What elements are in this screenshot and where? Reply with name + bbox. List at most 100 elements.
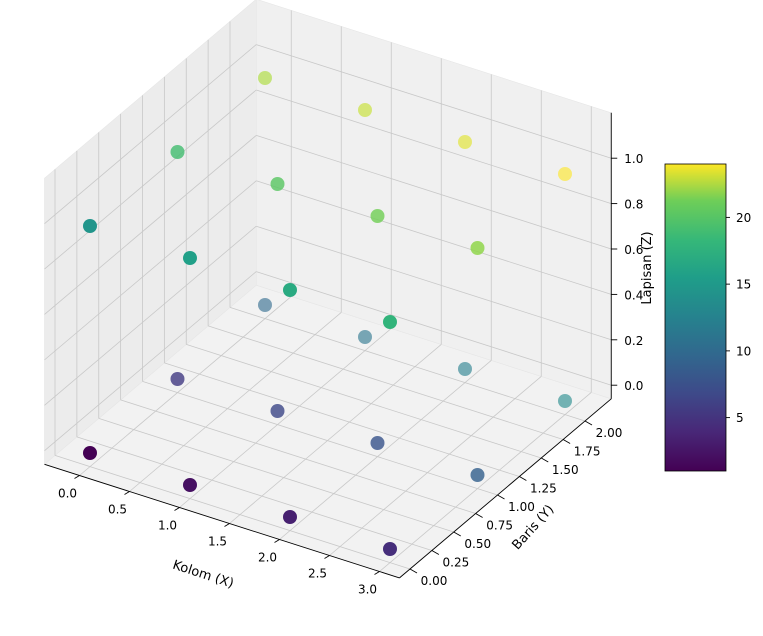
y-tick-label: 1.50 — [552, 463, 579, 477]
x-tick-mark — [274, 539, 280, 543]
scatter-point — [270, 404, 285, 418]
z-tick-label: 0.8 — [624, 198, 643, 212]
x-tick-label: 1.0 — [158, 519, 177, 533]
scatter-point — [83, 219, 97, 233]
z-tick-label: 0.4 — [624, 288, 643, 302]
tick-marks: 0.0 0.5 1.0 1.5 2.0 2.5 3.0 0.00 0.25 0.50 0.75 1.0… — [58, 152, 643, 596]
scatter-point — [558, 167, 572, 181]
y-tick-label: 1.00 — [508, 500, 535, 514]
scatter-point — [383, 315, 397, 329]
x-axis-line — [44, 463, 400, 579]
y-tick-label: 0.00 — [421, 574, 448, 588]
grid-line-z — [256, 271, 612, 386]
grid-line-y — [208, 325, 564, 440]
grid-line-y — [98, 418, 454, 533]
z-tick-label: 0.0 — [624, 379, 643, 393]
grid-lines — [44, 10, 612, 572]
x-tick-label: 0.5 — [108, 503, 127, 517]
grid-line-z — [256, 180, 612, 295]
scatter-point — [358, 330, 372, 344]
z-axis-label: Lapisan (Z) — [640, 231, 655, 304]
scatter-point — [458, 362, 472, 376]
scatter-point — [183, 251, 197, 265]
x-tick-label: 3.0 — [358, 583, 377, 597]
scatter-point — [370, 436, 385, 450]
scatter-point — [258, 298, 272, 312]
y-tick-mark — [497, 494, 505, 500]
colorbar: 5 10 15 20 — [664, 163, 751, 472]
y-tick-label: 0.75 — [486, 519, 513, 533]
y-tick-mark — [541, 457, 549, 463]
scatter-point — [283, 283, 297, 297]
grid-line-y — [164, 362, 520, 477]
colorbar-tick-label: 15 — [736, 278, 751, 292]
grid-line-x — [229, 344, 442, 524]
grid-line-z — [44, 180, 257, 361]
x-tick-mark — [224, 523, 230, 527]
scatter-point — [83, 446, 97, 460]
x-tick-label: 0.0 — [58, 487, 77, 501]
grid-line-x — [179, 328, 392, 508]
grid-line-z — [256, 44, 612, 159]
x-tick-mark — [324, 555, 330, 559]
colorbar-tick-label: 10 — [736, 344, 751, 358]
axis-panes — [43, 0, 612, 579]
axis-lines — [44, 112, 612, 579]
scatter-point — [283, 510, 297, 524]
grid-line-z — [256, 89, 612, 204]
y-tick-mark — [519, 476, 527, 481]
grid-line-z — [256, 225, 612, 341]
grid-line-x — [129, 312, 342, 492]
y-tick-label: 1.25 — [530, 482, 557, 496]
scatter-point — [558, 394, 572, 408]
grid-line-z — [44, 135, 257, 315]
y-axis-line — [399, 398, 612, 579]
grid-line-y — [229, 307, 586, 422]
colorbar-gradient — [664, 163, 727, 472]
grid-line-x — [379, 392, 592, 572]
z-tick-label: 0.2 — [624, 334, 643, 348]
y-tick-mark — [475, 513, 483, 518]
z-tick-label: 0.6 — [624, 243, 643, 257]
x-tick-label: 2.0 — [258, 551, 277, 565]
grid-line-y — [120, 399, 476, 514]
grid-line-y — [54, 455, 411, 570]
x-tick-label: 1.5 — [208, 535, 227, 549]
y-tick-mark — [431, 550, 440, 555]
grid-line-z — [44, 271, 257, 451]
z-tick-label: 1.0 — [624, 152, 643, 166]
y-tick-label: 1.75 — [574, 445, 601, 459]
scatter-point — [358, 103, 372, 117]
x-tick-mark — [74, 475, 80, 479]
grid-line-x — [79, 296, 292, 476]
scatter-point — [470, 241, 485, 255]
y-tick-mark — [562, 439, 571, 444]
colorbar-tick-label: 5 — [736, 411, 744, 425]
y-tick-mark — [584, 420, 593, 426]
scatter-point — [258, 71, 272, 85]
grid-line-y — [142, 381, 498, 496]
scatter-point — [458, 135, 472, 149]
grid-line-z — [256, 135, 612, 250]
x-axis-label: Kolom (X) — [171, 558, 236, 592]
y-tick-label: 0.25 — [443, 556, 470, 570]
y-tick-mark — [453, 531, 461, 537]
y-tick-label: 0.50 — [464, 537, 491, 551]
x-tick-mark — [124, 491, 130, 495]
scatter-point — [370, 209, 385, 223]
scatter-point — [170, 145, 185, 159]
grid-line-x — [279, 360, 492, 540]
grid-line-z — [44, 89, 257, 270]
grid-line-z — [44, 44, 257, 224]
scatter-point — [270, 177, 285, 191]
scatter-points — [83, 71, 572, 556]
scatter-point — [183, 478, 197, 492]
colorbar-ticks: 5 10 15 20 — [726, 211, 751, 425]
scatter-point — [470, 468, 485, 482]
pane-left-face — [44, 0, 257, 465]
grid-line-y — [186, 344, 542, 459]
scatter-point — [383, 542, 397, 556]
scatter-point — [170, 372, 185, 386]
grid-line-z — [44, 225, 257, 406]
